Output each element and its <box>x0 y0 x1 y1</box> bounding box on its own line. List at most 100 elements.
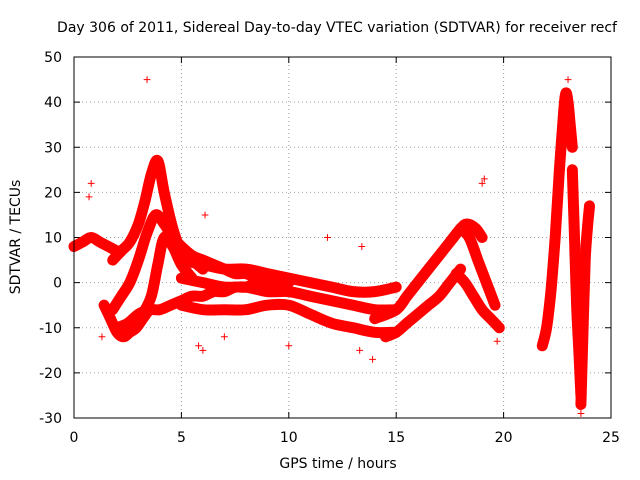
series-line <box>384 268 462 338</box>
data-point <box>306 310 314 318</box>
data-point <box>478 234 486 241</box>
data-point <box>568 143 576 151</box>
y-tick-label: -20 <box>39 366 62 382</box>
plot-frame <box>73 56 612 419</box>
series-line <box>541 92 574 347</box>
outlier-point <box>358 243 366 251</box>
data-point <box>177 274 185 282</box>
data-point <box>147 292 155 300</box>
data-point <box>109 256 117 264</box>
data-point <box>435 292 443 300</box>
data-point <box>392 283 400 291</box>
data-point <box>160 220 168 228</box>
data-point <box>156 306 164 314</box>
x-tick-label: 10 <box>280 430 298 446</box>
data-point <box>263 270 271 278</box>
y-tick-label: 0 <box>53 276 62 292</box>
outlier-point <box>98 333 106 341</box>
y-tick-label: 50 <box>44 50 62 66</box>
data-point <box>177 256 185 264</box>
data-point <box>371 288 379 296</box>
data-point <box>491 301 499 309</box>
data-point <box>143 229 151 237</box>
data-point <box>414 279 422 287</box>
y-tick-label: 10 <box>44 231 62 247</box>
data-point <box>117 292 125 300</box>
outlier-point <box>564 76 572 84</box>
data-point <box>381 333 389 341</box>
data-point <box>87 234 95 241</box>
series-band <box>536 87 578 352</box>
outlier-point <box>85 193 93 201</box>
x-tick-label: 25 <box>602 430 620 446</box>
data-point <box>570 234 578 241</box>
y-tick-label: -30 <box>39 411 62 427</box>
data-point <box>306 279 314 287</box>
y-axis-label: SDTVAR / TECUs <box>8 180 24 295</box>
data-point <box>285 274 293 282</box>
data-point <box>371 328 379 336</box>
data-point <box>403 319 411 327</box>
data-point <box>107 315 115 323</box>
data-point <box>134 220 142 228</box>
data-point <box>132 324 140 332</box>
data-point <box>119 333 127 341</box>
data-point <box>152 211 160 219</box>
data-point <box>199 306 207 314</box>
outlier-point <box>356 346 364 354</box>
outlier-point <box>220 333 228 341</box>
data-point <box>177 243 185 251</box>
data-point <box>147 170 155 178</box>
data-point <box>470 292 478 300</box>
data-point <box>564 98 572 106</box>
data-point <box>141 197 149 205</box>
outlier-point <box>577 409 585 417</box>
x-tick-label: 0 <box>70 430 79 446</box>
data-point <box>126 328 134 336</box>
data-point <box>126 238 134 246</box>
data-point <box>199 261 207 269</box>
data-point <box>457 224 465 232</box>
data-point <box>126 279 134 287</box>
data-point <box>579 324 587 332</box>
data-point <box>581 256 589 264</box>
data-point <box>452 270 460 278</box>
data-point <box>242 265 250 273</box>
data-point <box>371 306 379 314</box>
outlier-point <box>285 342 293 350</box>
outlier-point <box>323 234 331 241</box>
data-point <box>551 234 559 241</box>
data-point <box>160 188 168 196</box>
x-axis-label: GPS time / hours <box>279 456 396 472</box>
data-point <box>154 157 162 165</box>
data-point <box>495 324 503 332</box>
data-point <box>220 306 228 314</box>
outlier-point <box>493 337 501 345</box>
data-point <box>263 279 271 287</box>
data-point <box>463 220 471 228</box>
x-tick-label: 15 <box>387 430 405 446</box>
data-point <box>79 238 87 246</box>
outlier-point <box>369 355 377 363</box>
x-tick-label: 5 <box>177 430 186 446</box>
data-point <box>566 121 574 129</box>
data-point <box>555 166 563 174</box>
data-point <box>113 324 121 332</box>
data-point <box>474 256 482 264</box>
data-point <box>134 256 142 264</box>
outlier-point <box>199 346 207 354</box>
data-point <box>263 288 271 296</box>
data-point <box>154 261 162 269</box>
data-point <box>392 328 400 336</box>
outlier-point <box>87 179 95 187</box>
outlier-point <box>143 76 151 84</box>
data-point <box>487 315 495 323</box>
data-point <box>285 301 293 309</box>
data-point <box>177 301 185 309</box>
data-point <box>242 306 250 314</box>
data-point <box>104 243 112 251</box>
data-point <box>446 238 454 246</box>
data-point <box>285 288 293 296</box>
data-point <box>199 292 207 300</box>
data-point <box>220 283 228 291</box>
